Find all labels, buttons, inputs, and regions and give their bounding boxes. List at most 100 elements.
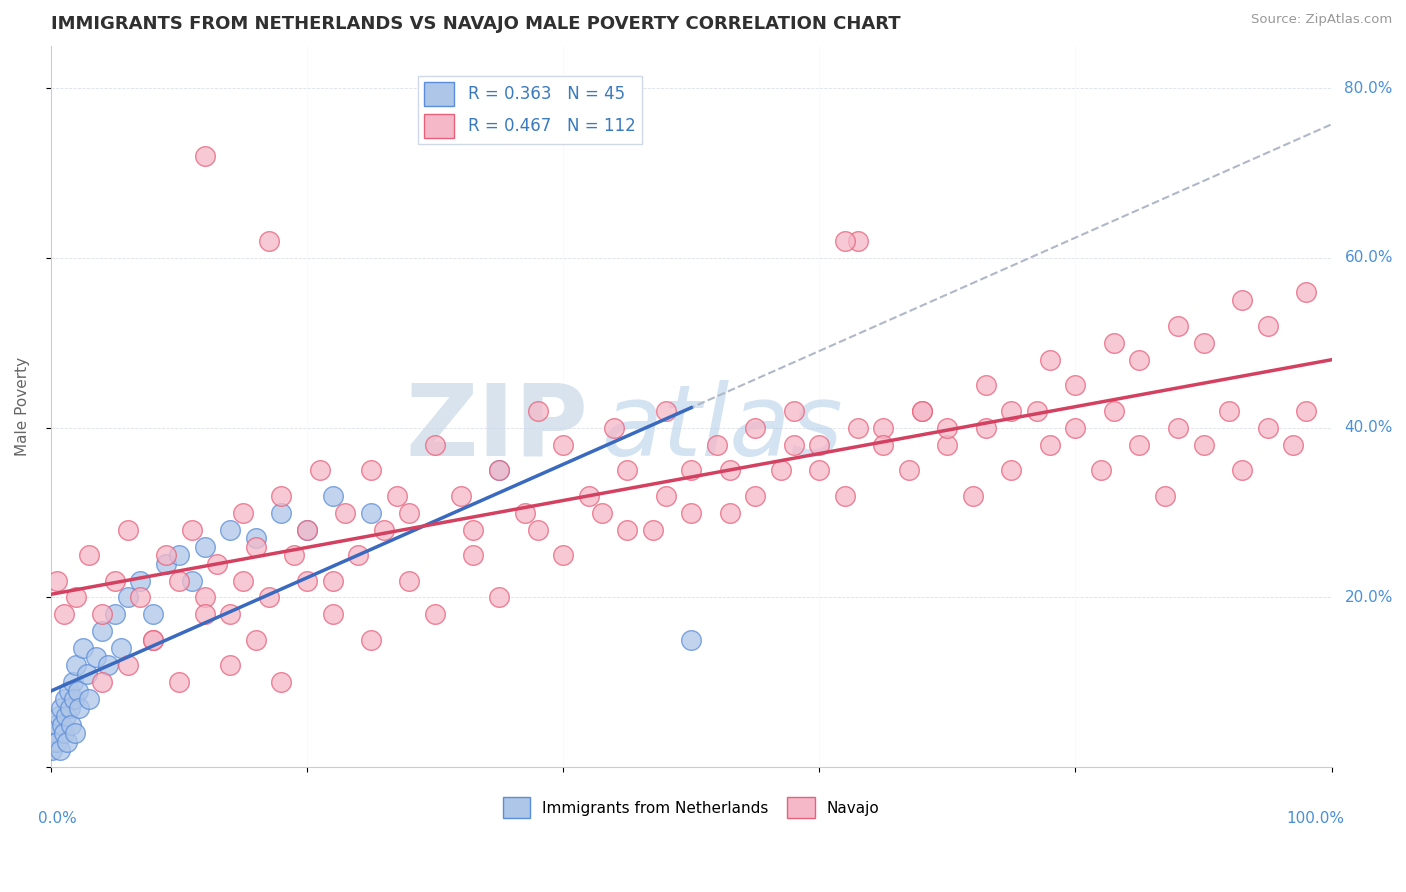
- Point: [897, 463, 920, 477]
- Point: [450, 489, 472, 503]
- Point: [245, 540, 267, 554]
- Point: [872, 438, 894, 452]
- Point: [936, 438, 959, 452]
- Text: 0.0%: 0.0%: [38, 811, 77, 826]
- Point: [872, 420, 894, 434]
- Text: ZIP: ZIP: [406, 380, 589, 476]
- Point: [295, 574, 318, 588]
- Point: [1026, 403, 1049, 417]
- Point: [142, 607, 165, 622]
- Point: [117, 523, 139, 537]
- Point: [51, 718, 73, 732]
- Point: [142, 632, 165, 647]
- Point: [1039, 438, 1062, 452]
- Point: [66, 684, 89, 698]
- Point: [65, 591, 87, 605]
- Point: [1090, 463, 1112, 477]
- Point: [322, 607, 344, 622]
- Point: [526, 523, 548, 537]
- Text: 20.0%: 20.0%: [1344, 590, 1393, 605]
- Point: [335, 506, 357, 520]
- Legend: Immigrants from Netherlands, Navajo: Immigrants from Netherlands, Navajo: [496, 790, 886, 824]
- Point: [56, 735, 79, 749]
- Point: [49, 743, 72, 757]
- Point: [62, 675, 84, 690]
- Point: [1154, 489, 1177, 503]
- Point: [193, 607, 215, 622]
- Point: [591, 506, 613, 520]
- Point: [322, 489, 344, 503]
- Point: [1257, 318, 1279, 333]
- Point: [77, 692, 100, 706]
- Point: [46, 735, 69, 749]
- Point: [616, 463, 638, 477]
- Point: [373, 523, 395, 537]
- Point: [834, 234, 856, 248]
- Point: [744, 489, 766, 503]
- Point: [67, 701, 90, 715]
- Point: [834, 489, 856, 503]
- Text: 40.0%: 40.0%: [1344, 420, 1393, 435]
- Point: [385, 489, 408, 503]
- Point: [59, 701, 82, 715]
- Point: [347, 548, 370, 562]
- Point: [45, 718, 67, 732]
- Point: [360, 632, 382, 647]
- Point: [488, 463, 510, 477]
- Point: [578, 489, 600, 503]
- Point: [48, 709, 70, 723]
- Point: [681, 632, 703, 647]
- Point: [1128, 438, 1150, 452]
- Point: [308, 463, 330, 477]
- Point: [49, 701, 72, 715]
- Point: [193, 591, 215, 605]
- Point: [1102, 335, 1125, 350]
- Point: [117, 658, 139, 673]
- Point: [129, 574, 152, 588]
- Point: [1167, 318, 1189, 333]
- Point: [681, 463, 703, 477]
- Point: [46, 574, 69, 588]
- Point: [142, 632, 165, 647]
- Point: [1000, 463, 1022, 477]
- Point: [398, 574, 420, 588]
- Text: Source: ZipAtlas.com: Source: ZipAtlas.com: [1251, 13, 1392, 27]
- Point: [193, 149, 215, 163]
- Point: [808, 463, 831, 477]
- Point: [167, 675, 190, 690]
- Point: [257, 591, 280, 605]
- Point: [706, 438, 728, 452]
- Point: [63, 726, 86, 740]
- Point: [1102, 403, 1125, 417]
- Point: [718, 463, 741, 477]
- Point: [193, 540, 215, 554]
- Point: [488, 591, 510, 605]
- Point: [219, 523, 242, 537]
- Point: [360, 463, 382, 477]
- Point: [1230, 293, 1253, 308]
- Point: [782, 438, 804, 452]
- Point: [295, 523, 318, 537]
- Point: [91, 624, 114, 639]
- Text: 60.0%: 60.0%: [1344, 251, 1393, 266]
- Point: [911, 403, 934, 417]
- Point: [129, 591, 152, 605]
- Point: [846, 234, 869, 248]
- Point: [270, 506, 292, 520]
- Point: [398, 506, 420, 520]
- Point: [58, 684, 80, 698]
- Point: [488, 463, 510, 477]
- Point: [60, 718, 83, 732]
- Point: [155, 557, 177, 571]
- Point: [322, 574, 344, 588]
- Point: [808, 438, 831, 452]
- Text: 80.0%: 80.0%: [1344, 80, 1393, 95]
- Point: [84, 649, 107, 664]
- Point: [91, 675, 114, 690]
- Point: [44, 726, 66, 740]
- Point: [769, 463, 792, 477]
- Point: [1295, 403, 1317, 417]
- Point: [72, 641, 94, 656]
- Point: [52, 607, 75, 622]
- Point: [962, 489, 984, 503]
